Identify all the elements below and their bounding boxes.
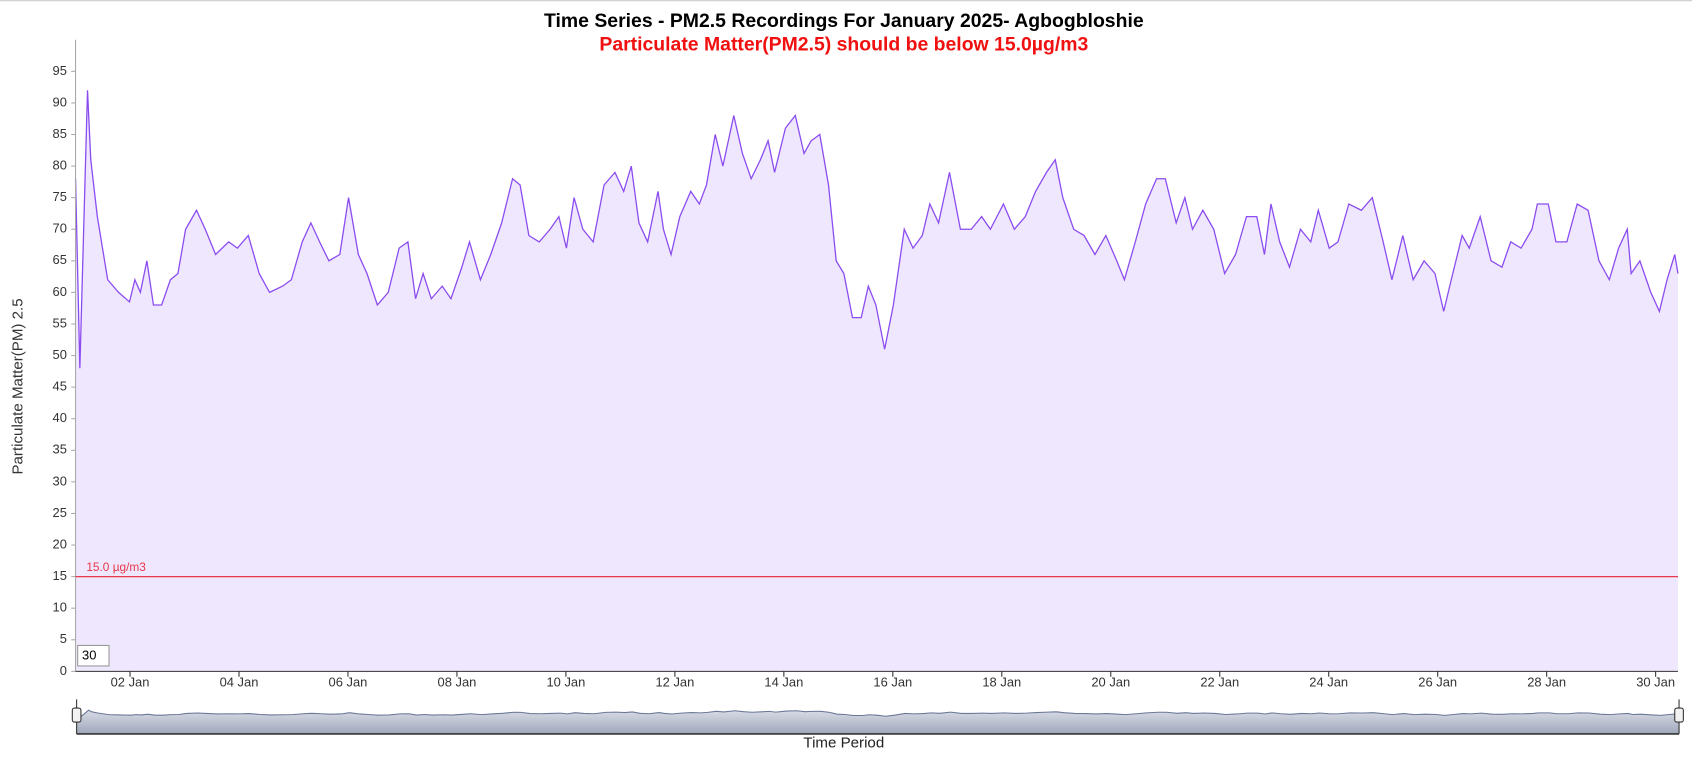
y-tick-label: 20 — [53, 536, 67, 551]
x-tick-label: 26 Jan — [1418, 675, 1457, 690]
y-axis-label: Particulate Matter(PM) 2.5 — [9, 298, 26, 474]
y-tick-label: 90 — [53, 94, 67, 109]
y-tick-label: 35 — [53, 442, 67, 457]
x-tick-label: 16 Jan — [873, 675, 912, 690]
x-tick-label: 02 Jan — [111, 675, 150, 690]
y-tick-label: 5 — [60, 631, 67, 646]
x-tick-label: 18 Jan — [982, 675, 1021, 690]
x-tick-label: 22 Jan — [1200, 675, 1239, 690]
y-tick-label: 50 — [53, 347, 67, 362]
x-axis-label: Time Period — [803, 735, 884, 752]
y-tick-label: 30 — [53, 473, 67, 488]
x-tick-label: 08 Jan — [438, 675, 477, 690]
x-tick-label: 06 Jan — [329, 675, 368, 690]
y-tick-label: 80 — [53, 158, 67, 173]
area-fill — [75, 90, 1678, 672]
x-tick-label: 04 Jan — [220, 675, 259, 690]
plot-area: 0 5 10 15 20 25 30 35 40 45 50 55 60 65 70 75 80 85 90 95 02… — [53, 39, 1679, 690]
x-tick-label: 14 Jan — [764, 675, 803, 690]
y-tick-label: 10 — [53, 600, 67, 615]
y-tick-label: 65 — [53, 252, 67, 267]
y-tick-label: 0 — [60, 663, 67, 678]
y-tick-label: 85 — [53, 126, 67, 141]
x-tick-label: 10 Jan — [546, 675, 585, 690]
line — [74, 90, 1679, 369]
y-tick-label: 45 — [53, 379, 67, 394]
x-tick-label: 12 Jan — [655, 675, 694, 690]
chart-subtitle: Particulate Matter(PM2.5) should be belo… — [599, 34, 1088, 56]
threshold-label: 15.0 µg/m3 — [86, 560, 146, 574]
y-tick-label: 70 — [53, 221, 67, 236]
y-tick-label: 15 — [53, 568, 67, 583]
y-tick-label: 60 — [53, 284, 67, 299]
navigator-handle[interactable] — [1674, 707, 1684, 723]
y-tick-label: 95 — [53, 63, 67, 78]
x-tick-label: 24 Jan — [1309, 675, 1348, 690]
x-tick-label: 20 Jan — [1091, 675, 1130, 690]
navigator-area — [76, 710, 1680, 734]
chart-title: Time Series - PM2.5 Recordings For Janua… — [544, 10, 1144, 32]
navigator-line — [76, 709, 1680, 718]
y-tick-label: 55 — [53, 315, 67, 330]
y-tick-label: 75 — [53, 189, 67, 204]
range-input-value[interactable]: 30 — [82, 648, 96, 663]
y-tick-label: 40 — [53, 410, 67, 425]
x-tick-label: 28 Jan — [1527, 675, 1566, 690]
range-input[interactable] — [77, 644, 110, 667]
y-tick-label: 25 — [53, 505, 67, 520]
navigator-handle[interactable] — [71, 707, 82, 723]
x-tick-label: 30 Jan — [1636, 675, 1675, 690]
